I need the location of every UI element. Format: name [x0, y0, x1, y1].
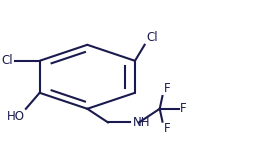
Text: HO: HO	[6, 110, 24, 123]
Text: F: F	[164, 122, 171, 135]
Text: Cl: Cl	[2, 54, 13, 67]
Text: Cl: Cl	[146, 31, 158, 44]
Text: F: F	[180, 102, 187, 115]
Text: F: F	[164, 82, 171, 95]
Text: NH: NH	[133, 116, 150, 129]
